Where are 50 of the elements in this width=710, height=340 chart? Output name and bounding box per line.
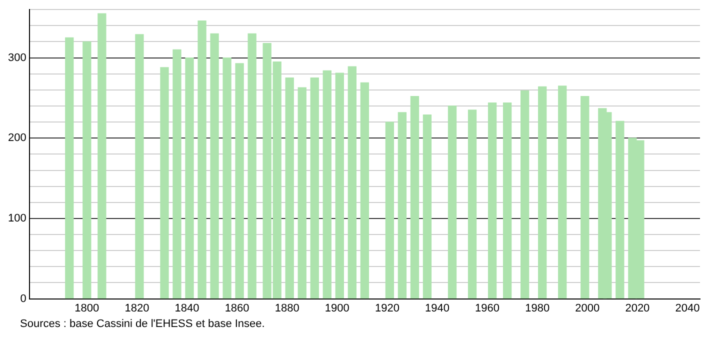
x-tick-label: 1980: [525, 302, 550, 314]
y-tick-label: 100: [8, 212, 26, 224]
bar: [310, 78, 319, 299]
bar: [558, 86, 567, 299]
bar: [385, 122, 394, 299]
bar: [198, 20, 206, 299]
y-tick-label: 300: [8, 52, 26, 64]
bar: [448, 106, 457, 299]
bar: [98, 13, 106, 299]
bar: [82, 41, 92, 299]
bar: [248, 33, 256, 299]
bar: [298, 87, 306, 299]
x-tick-label: 1860: [224, 302, 250, 314]
bar: [222, 57, 232, 299]
y-tick-label: 0: [20, 292, 26, 305]
bar: [210, 33, 219, 299]
x-tick-label: 2040: [675, 302, 700, 314]
bar: [616, 120, 624, 299]
bar: [65, 37, 74, 299]
bar: [348, 66, 356, 299]
x-tick-label: 1900: [324, 302, 350, 314]
bar: [422, 114, 432, 299]
x-tick-label: 1920: [374, 302, 400, 314]
bar: [468, 110, 477, 299]
x-tick-label: 1940: [425, 302, 450, 314]
bar: [520, 90, 530, 299]
bar: [172, 49, 182, 299]
bar: [398, 112, 407, 299]
bar: [160, 67, 169, 299]
bar: [235, 63, 244, 299]
x-tick-label: 2020: [625, 302, 650, 314]
source-note: Sources : base Cassini de l'EHESS et base Insee.: [20, 318, 266, 330]
bar: [488, 102, 497, 299]
bar: [335, 72, 344, 299]
bar: [185, 57, 194, 299]
x-tick-label: 1800: [74, 302, 100, 314]
x-tick-label: 2000: [575, 302, 600, 314]
x-tick-label: 1880: [274, 302, 300, 314]
bar: [502, 102, 512, 299]
x-tick-label: 1840: [174, 302, 200, 314]
x-tick-label: 1820: [124, 302, 150, 314]
bar: [580, 96, 590, 299]
bar: [538, 86, 547, 299]
bar: [360, 82, 370, 299]
bar: [322, 70, 332, 299]
bar: [410, 96, 420, 299]
bar: [135, 34, 144, 299]
bar: [285, 78, 294, 299]
y-tick-label: 200: [8, 132, 26, 144]
x-tick-label: 1960: [475, 302, 500, 314]
